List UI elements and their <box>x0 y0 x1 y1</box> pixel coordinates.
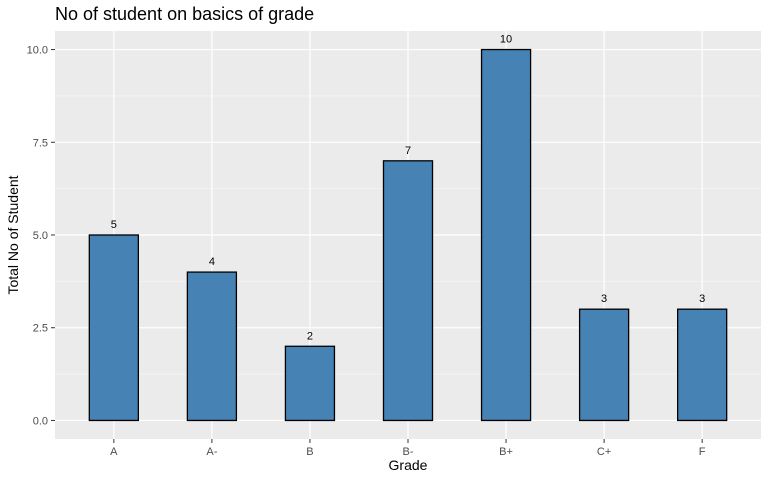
x-tick-label: B <box>306 446 313 458</box>
bar-A- <box>186 271 238 422</box>
bar-F <box>677 308 728 422</box>
y-tick-label: 2.5 <box>33 323 48 335</box>
data-label: 10 <box>500 34 512 46</box>
y-tick-label: 0.0 <box>33 415 48 427</box>
bar-C+ <box>578 308 630 422</box>
bar-B <box>284 345 336 422</box>
data-label: 4 <box>209 256 215 268</box>
chart-title: No of student on basics of grade <box>55 4 314 24</box>
y-tick-label: 7.5 <box>33 137 48 149</box>
x-tick-label: B- <box>403 446 414 458</box>
y-axis: 0.0 2.5 5.0 7.5 10.0 <box>27 45 55 427</box>
x-axis: A A- B B- B+ C+ F <box>110 439 706 458</box>
x-axis-title: Grade <box>389 457 428 473</box>
data-label: 5 <box>111 219 117 231</box>
bar-A <box>88 234 139 422</box>
x-tick-label: C+ <box>597 446 611 458</box>
data-label: 3 <box>699 293 705 305</box>
bar-B+ <box>480 48 532 422</box>
x-tick-label: B+ <box>499 446 513 458</box>
y-tick-label: 10.0 <box>27 45 48 57</box>
data-label: 7 <box>405 145 411 157</box>
x-tick-label: F <box>699 446 706 458</box>
bar-B- <box>382 160 434 422</box>
data-labels: 5 4 2 7 10 3 3 <box>111 34 705 343</box>
y-axis-title: Total No of Student <box>5 175 21 294</box>
data-label: 2 <box>307 330 313 342</box>
data-label: 3 <box>601 293 607 305</box>
y-tick-label: 5.0 <box>33 230 48 242</box>
x-tick-label: A <box>110 446 118 458</box>
x-tick-label: A- <box>206 446 217 458</box>
bars <box>88 48 728 422</box>
